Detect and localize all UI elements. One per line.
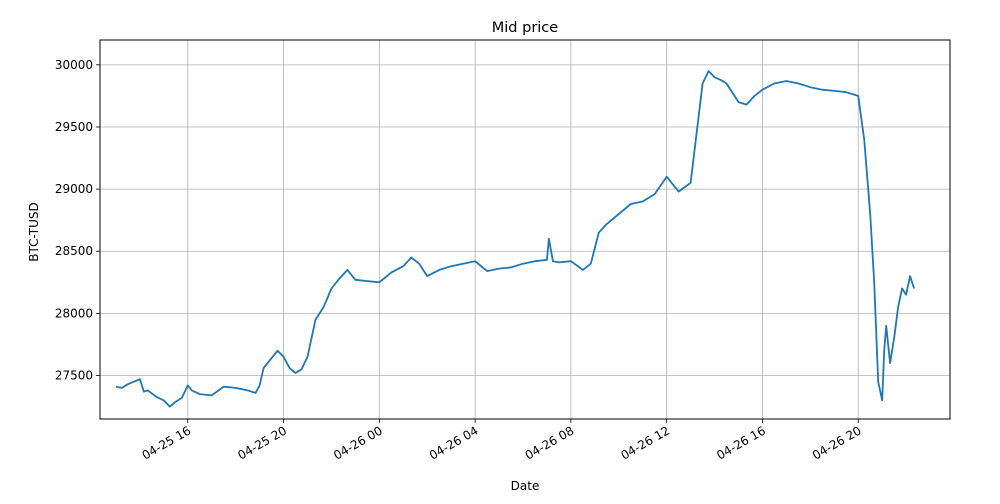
y-tick-label: 28000 <box>55 306 93 320</box>
y-tick-label: 30000 <box>55 58 93 72</box>
y-tick-label: 28500 <box>55 244 93 258</box>
chart-title: Mid price <box>492 20 559 36</box>
y-tick-label: 29500 <box>55 120 93 134</box>
plot-area <box>115 70 915 408</box>
price-series-line <box>115 70 915 408</box>
y-axis: 27500 28000 28500 29000 29500 30000 <box>55 58 100 383</box>
x-axis-label: Date <box>511 479 540 493</box>
axes-frame <box>99 39 951 420</box>
y-tick-label: 27500 <box>55 369 93 383</box>
y-tick-label: 29000 <box>55 182 93 196</box>
grid <box>100 40 950 419</box>
y-axis-label: BTC-TUSD <box>27 202 41 261</box>
